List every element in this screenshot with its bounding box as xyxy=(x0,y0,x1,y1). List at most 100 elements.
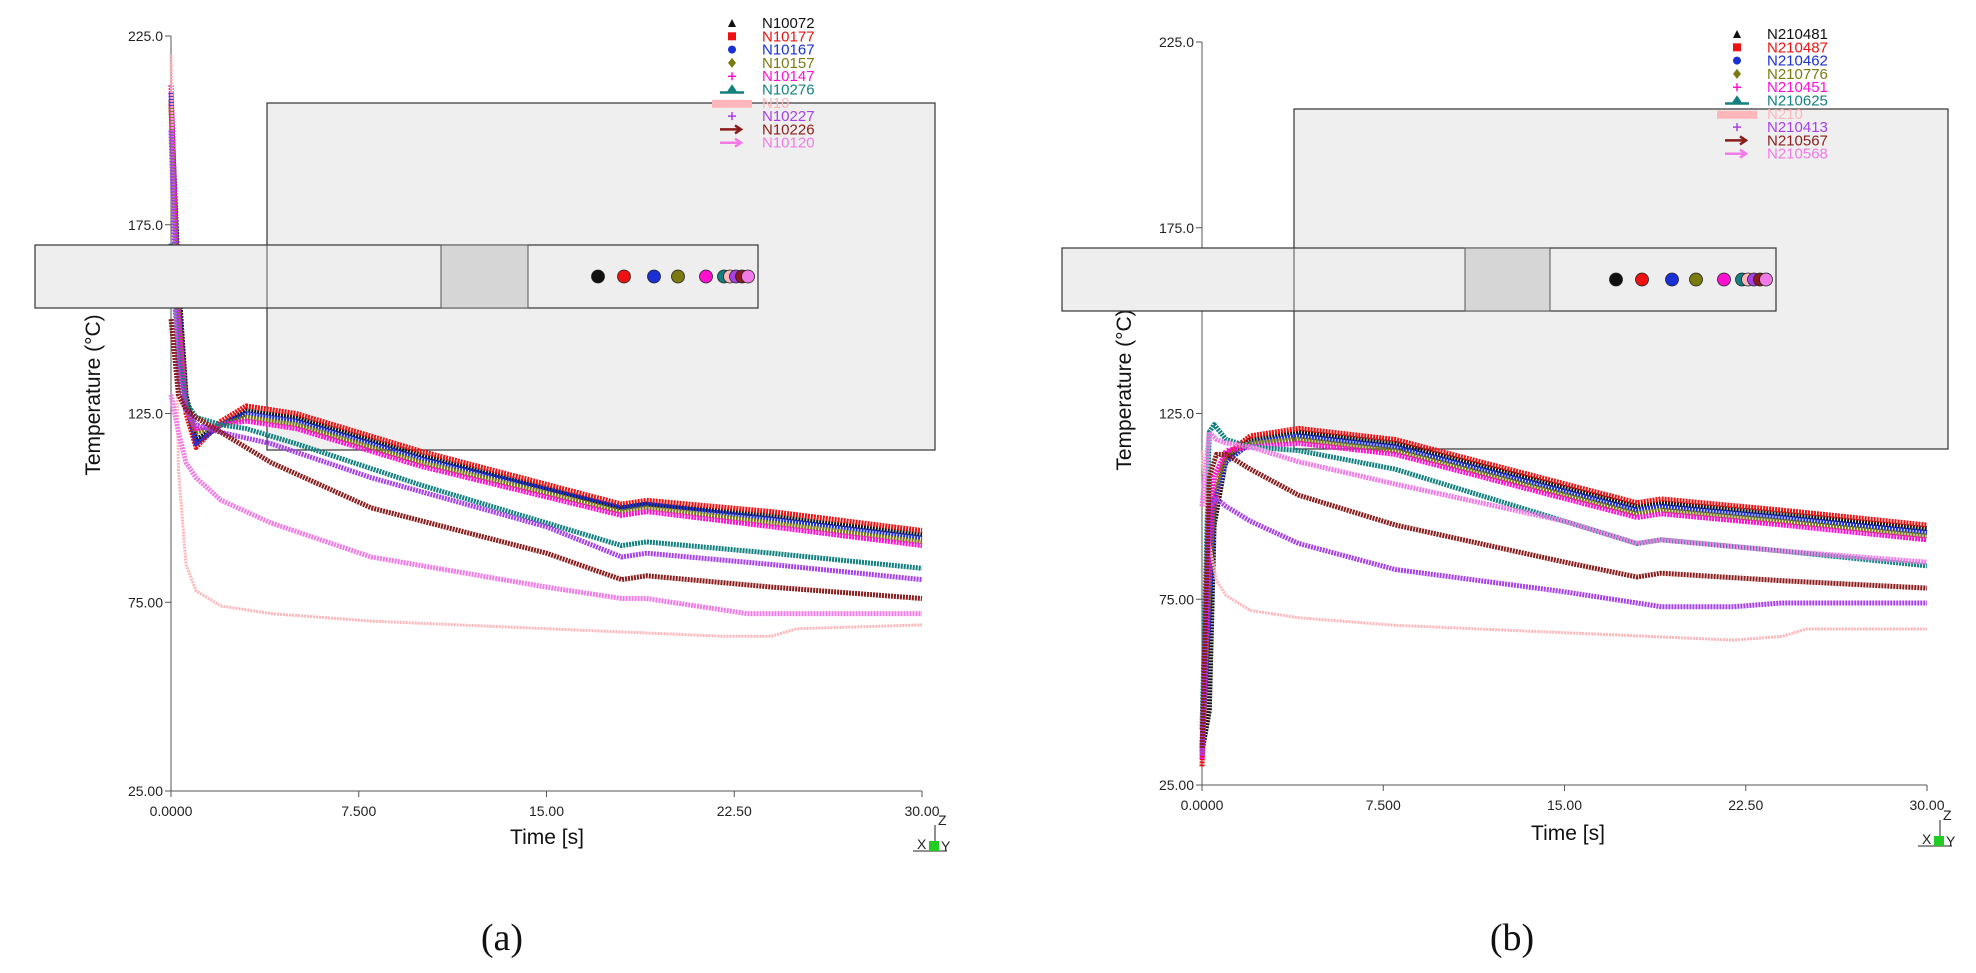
legend-marker xyxy=(1725,135,1749,146)
legend-marker xyxy=(1733,56,1741,65)
legend-label: N210625 xyxy=(1767,93,1828,110)
probe-point-N10177 xyxy=(617,269,631,284)
probe-point-N210481 xyxy=(1609,272,1623,287)
y-axis-label: Temperature (°C) xyxy=(1113,309,1136,470)
triad-y-label: Y xyxy=(1946,833,1956,849)
legend-marker xyxy=(728,32,736,41)
x-tick-label: 15.00 xyxy=(1547,797,1582,813)
legend-label: N210567 xyxy=(1767,132,1828,149)
legend-marker xyxy=(1725,148,1749,159)
geometry-strip-segment xyxy=(440,244,529,309)
geometry-strip xyxy=(1061,247,1777,312)
x-tick-label: 22.50 xyxy=(1728,797,1763,813)
legend-marker xyxy=(1733,68,1741,79)
legend-label: N10157 xyxy=(762,55,815,72)
series-line-N210568 xyxy=(1199,429,1928,565)
legend-marker xyxy=(712,99,752,108)
legend-marker xyxy=(720,124,744,135)
probe-point-N10120 xyxy=(741,269,755,284)
x-tick-label: 7.500 xyxy=(1366,797,1401,813)
legend-label: N210451 xyxy=(1767,79,1828,96)
x-tick-label: 0.0000 xyxy=(1181,797,1224,813)
legend-label: N10177 xyxy=(762,28,815,45)
y-tick-label: 25.00 xyxy=(1159,777,1194,793)
series-line-N210 xyxy=(1200,450,1927,642)
x-tick-label: 0.0000 xyxy=(150,803,193,819)
legend-label: N10167 xyxy=(762,42,815,59)
panel-caption: (a) xyxy=(481,917,523,959)
triad-z-label: Z xyxy=(938,812,947,828)
legend-label: N10227 xyxy=(762,108,815,125)
legend-marker xyxy=(728,19,736,27)
legend-marker xyxy=(1733,43,1741,52)
probe-point-N10147 xyxy=(699,269,713,284)
series-line-N210413 xyxy=(1199,496,1927,756)
x-tick-label: 7.500 xyxy=(341,803,376,819)
y-tick-label: 125.0 xyxy=(128,406,163,422)
series-line-N10120 xyxy=(168,394,922,617)
legend-label: N210481 xyxy=(1767,26,1828,43)
legend-marker xyxy=(1733,83,1741,92)
triad-origin-box xyxy=(1934,836,1944,846)
triad-z-label: Z xyxy=(1943,807,1952,823)
y-tick-label: 225.0 xyxy=(128,28,163,44)
y-tick-label: 225.0 xyxy=(1159,34,1194,50)
triad-x-label: X xyxy=(917,836,927,852)
legend-label: N10147 xyxy=(762,68,815,85)
legend-label: N210413 xyxy=(1767,119,1828,136)
series-line-N210481 xyxy=(1199,429,1928,753)
triad-origin-box xyxy=(929,841,939,851)
legend-label: N10120 xyxy=(762,135,815,152)
legend-label: N210487 xyxy=(1767,39,1828,56)
legend-marker xyxy=(720,84,744,94)
probe-point-N210462 xyxy=(1665,272,1679,287)
series-line-N10226 xyxy=(168,318,923,601)
legend-marker xyxy=(728,45,736,54)
y-tick-label: 125.0 xyxy=(1159,406,1194,422)
x-tick-label: 15.00 xyxy=(529,803,564,819)
geometry-strip xyxy=(34,244,759,309)
series-line-N210567 xyxy=(1199,451,1928,748)
probe-point-N10157 xyxy=(671,269,685,284)
series-line-N10072 xyxy=(168,100,923,537)
triad-y-label: Y xyxy=(941,838,951,854)
panel-a: 25.00 75.00 125.0 175.0 225.0 0.0000 7.500 15.0… xyxy=(34,15,951,959)
probe-point-N210451 xyxy=(1717,272,1731,287)
x-axis-label: Time [s] xyxy=(510,826,584,849)
legend-marker xyxy=(1733,123,1741,132)
probe-point-N210776 xyxy=(1689,272,1703,287)
x-axis-label: Time [s] xyxy=(1531,822,1605,845)
legend-marker xyxy=(728,57,736,68)
legend-label: N210 xyxy=(1767,106,1803,123)
y-axis-label: Temperature (°C) xyxy=(82,314,105,475)
legend-label: N210568 xyxy=(1767,146,1828,163)
legend-label: N210462 xyxy=(1767,53,1828,70)
legend-label: N10276 xyxy=(762,82,815,99)
x-tick-label: 30.00 xyxy=(904,803,939,819)
legend-marker xyxy=(728,112,736,121)
y-tick-label: 25.00 xyxy=(128,783,163,799)
triad-x-label: X xyxy=(1922,831,1932,847)
probe-point-N10167 xyxy=(647,269,661,284)
probe-point-N210487 xyxy=(1635,272,1649,287)
x-tick-label: 30.00 xyxy=(1909,797,1944,813)
series-line-N210462 xyxy=(1199,433,1928,749)
legend-label: N10072 xyxy=(762,15,815,32)
panel-b: 25.00 75.00 125.0 175.0 225.0 0.0000 7.500 15.0… xyxy=(1061,26,1956,959)
panel-caption: (b) xyxy=(1490,917,1534,959)
y-tick-label: 175.0 xyxy=(1159,220,1194,236)
series-line-N10 xyxy=(169,54,923,638)
legend-marker xyxy=(1717,110,1757,119)
legend-label: N10 xyxy=(762,95,790,112)
legend-marker xyxy=(1733,30,1741,38)
probe-point-N10072 xyxy=(591,269,605,284)
geometry-strip-segment xyxy=(1464,247,1551,312)
y-tick-label: 75.00 xyxy=(1159,591,1194,607)
y-tick-label: 175.0 xyxy=(128,217,163,233)
series-line-N210487 xyxy=(1199,425,1928,767)
x-tick-label: 22.50 xyxy=(717,803,752,819)
y-tick-label: 75.00 xyxy=(128,594,163,610)
legend-marker xyxy=(720,137,744,148)
legend-label: N10226 xyxy=(762,121,815,138)
